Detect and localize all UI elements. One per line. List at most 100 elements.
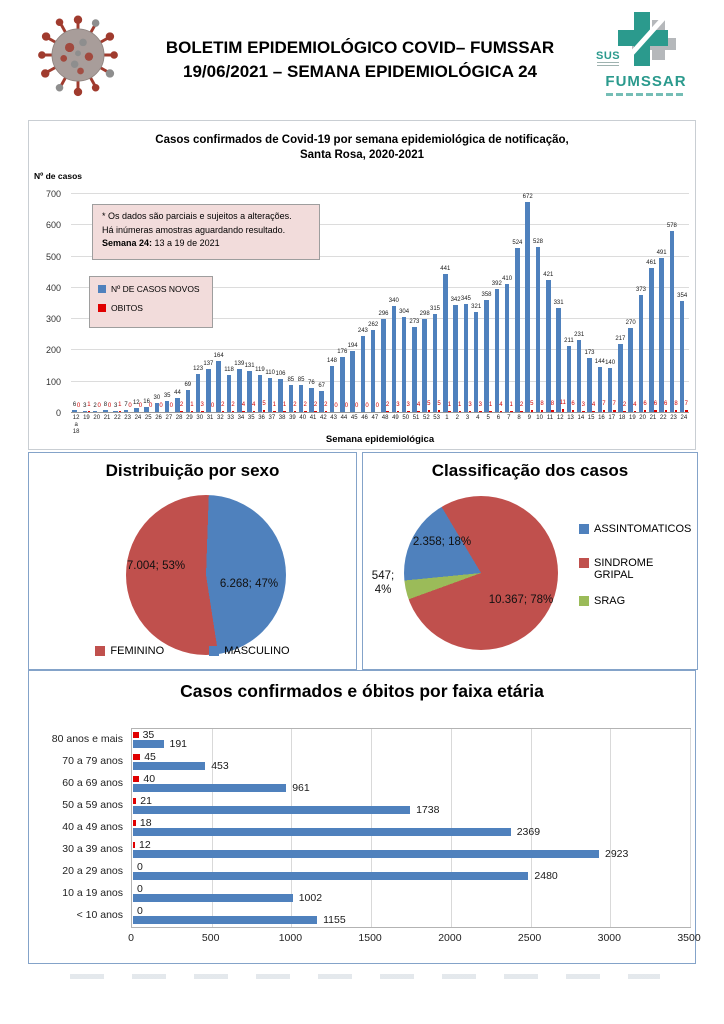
age-category-label: 60 a 69 anos bbox=[62, 777, 123, 789]
obitos-bar bbox=[664, 410, 668, 412]
x-axis-tick-labels: 12 a 18 19 20 21 22 23 24 25 26 27 28 29 30 31 32 33 34 35 3… bbox=[71, 415, 689, 445]
casos-novos-bar bbox=[134, 408, 139, 412]
casos-value-label: 2923 bbox=[605, 848, 629, 860]
gridline bbox=[71, 349, 689, 351]
casos-novos-value-label: 76 bbox=[308, 380, 315, 387]
casos-novos-value-label: 123 bbox=[193, 365, 204, 372]
casos-novos-value-label: 243 bbox=[357, 328, 368, 334]
casos-novos-value-label: 119 bbox=[255, 366, 265, 373]
fumssar-logo-text: FUMSSAR bbox=[605, 73, 687, 90]
casos-novos-bar bbox=[566, 346, 572, 412]
casos-novos-bar bbox=[350, 351, 355, 412]
obitos-bar bbox=[133, 732, 139, 738]
x-tick-label: 0 bbox=[128, 932, 134, 944]
obitos-value-label: 35 bbox=[142, 729, 155, 741]
x-tick-label: 19 bbox=[83, 415, 90, 421]
obitos-value-label: 0 bbox=[210, 403, 215, 409]
casos-novos-value-label: 392 bbox=[491, 281, 502, 288]
gridline bbox=[71, 318, 689, 320]
gridline bbox=[610, 729, 612, 927]
obitos-bar bbox=[643, 410, 647, 412]
slice-label-srag: 547; 4% bbox=[371, 570, 395, 596]
obitos-value-label: 3 bbox=[406, 401, 410, 408]
x-tick-label: 31 bbox=[206, 415, 214, 421]
x-tick-label: 5 bbox=[486, 415, 490, 421]
obitos-bar bbox=[654, 410, 657, 412]
obitos-value-label: 0 bbox=[159, 403, 163, 409]
casos-novos-bar bbox=[164, 401, 170, 412]
obitos-value-label: 0 bbox=[344, 403, 349, 409]
casos-novos-value-label: 137 bbox=[203, 361, 214, 368]
obitos-bar bbox=[448, 410, 451, 412]
casos-novos-value-label: 164 bbox=[213, 352, 224, 359]
casos-novos-bar bbox=[546, 280, 551, 412]
obitos-value-label: 8 bbox=[550, 400, 555, 407]
obitos-bar bbox=[133, 842, 135, 848]
y-tick-label: 500 bbox=[45, 251, 61, 262]
obitos-value-label: 2 bbox=[324, 401, 328, 408]
obitos-bar bbox=[252, 410, 256, 412]
obitos-bar bbox=[592, 410, 595, 412]
age-category-labels: 80 anos e mais 70 a 79 anos 60 a 69 anos 50… bbox=[29, 728, 123, 926]
x-tick-label: 52 bbox=[422, 415, 430, 421]
x-tick-label: 2 bbox=[455, 415, 459, 421]
legend-swatch-red bbox=[98, 304, 106, 312]
x-tick-label: 22 bbox=[113, 415, 121, 421]
x-tick-label: 28 bbox=[175, 415, 183, 421]
casos-bar bbox=[133, 784, 287, 792]
legend-item-srag: SRAG bbox=[579, 595, 691, 607]
obitos-value-label: 1 bbox=[458, 401, 462, 408]
slice-label-masculino: 6.268; 47% bbox=[219, 578, 279, 590]
obitos-value-label: 0 bbox=[169, 403, 173, 409]
casos-novos-bar bbox=[535, 246, 541, 412]
obitos-value-label: 3 bbox=[200, 401, 204, 408]
data-disclaimer-note: * Os dados são parciais e sujeitos a alt… bbox=[92, 204, 320, 260]
x-tick-label: 35 bbox=[247, 415, 255, 421]
casos-novos-bar bbox=[453, 305, 458, 412]
x-tick-label: 4 bbox=[476, 415, 480, 421]
x-tick-label: 7 bbox=[507, 415, 511, 421]
obitos-value-label: 1 bbox=[509, 401, 513, 408]
obitos-bar bbox=[396, 410, 400, 412]
casos-novos-bar bbox=[669, 231, 675, 412]
casos-novos-value-label: 30 bbox=[153, 394, 161, 401]
casos-value-label: 2480 bbox=[534, 870, 558, 882]
casos-novos-value-label: 345 bbox=[460, 296, 471, 303]
x-tick-label: 15 bbox=[587, 415, 595, 421]
casos-bar bbox=[133, 872, 529, 880]
casos-novos-bar bbox=[525, 201, 530, 412]
obitos-value-label: 3 bbox=[468, 401, 472, 408]
casos-novos-value-label: 16 bbox=[143, 399, 150, 405]
obitos-bar bbox=[633, 410, 637, 412]
obitos-value-label: 3 bbox=[581, 401, 585, 408]
obitos-value-label: 4 bbox=[241, 401, 246, 408]
obitos-bar bbox=[221, 410, 225, 412]
obitos-value-label: 2 bbox=[231, 401, 235, 408]
legend-item-casos-novos: Nº DE CASOS NOVOS bbox=[98, 284, 212, 294]
obitos-value-label: 1 bbox=[118, 401, 122, 408]
legend-item-masculino: MASCULINO bbox=[209, 645, 290, 657]
obitos-bar bbox=[262, 410, 266, 412]
x-tick-label: 37 bbox=[268, 415, 276, 421]
chart-title: Classificação dos casos bbox=[431, 461, 629, 480]
casos-novos-value-label: 3 bbox=[83, 403, 87, 410]
coronavirus-illustration bbox=[38, 15, 118, 97]
obitos-value-label: 2 bbox=[303, 401, 307, 408]
obitos-bar bbox=[133, 776, 140, 782]
obitos-value-label: 0 bbox=[97, 403, 101, 409]
plot-area: 6 0 3 1 2 0 8 0 3 1 7 0 12 0 16 0 30 0 35 0 44 2 69 1 123 3 137 0 16… bbox=[71, 193, 689, 413]
y-tick-label: 300 bbox=[45, 314, 61, 325]
obitos-bar bbox=[551, 409, 554, 412]
obitos-bar bbox=[407, 410, 410, 412]
casos-novos-bar bbox=[473, 311, 479, 412]
legend-item-assintomaticos: ASSINTOMATICOS bbox=[579, 523, 691, 535]
casos-novos-bar bbox=[113, 411, 118, 412]
x-tick-label: 19 bbox=[628, 415, 636, 421]
casos-novos-bar bbox=[288, 385, 294, 412]
casos-novos-bar bbox=[340, 356, 345, 412]
gridline bbox=[71, 380, 689, 382]
y-axis-title: Nº de casos bbox=[34, 171, 82, 181]
obitos-bar bbox=[180, 410, 183, 412]
gridline bbox=[690, 729, 691, 927]
x-tick-label: 18 bbox=[618, 415, 626, 421]
